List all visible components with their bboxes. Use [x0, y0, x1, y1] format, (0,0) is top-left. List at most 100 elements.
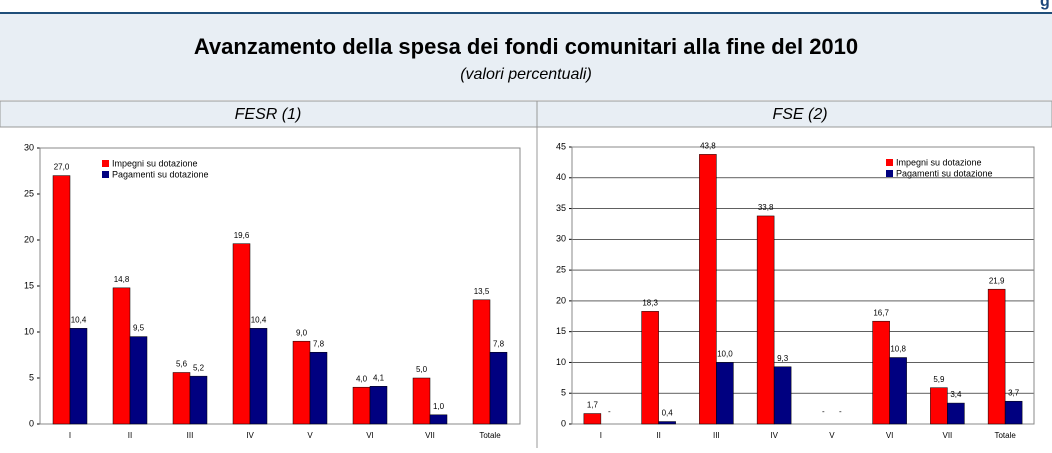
plot-frame — [571, 146, 1035, 425]
subtitle: (valori percentuali) — [460, 66, 592, 83]
bar — [232, 243, 251, 425]
bar — [369, 386, 388, 425]
bar — [292, 340, 311, 425]
y-tick-label: 20 — [24, 234, 34, 244]
data-label: 5,2 — [193, 363, 205, 372]
bar — [583, 413, 602, 425]
y-tick-label: 45 — [556, 141, 566, 151]
x-tick-label: Totale — [479, 431, 501, 440]
data-label: 3,4 — [950, 390, 962, 399]
data-label: 27,0 — [54, 163, 70, 172]
data-label: 14,8 — [114, 275, 130, 284]
panel-header-band — [0, 100, 1052, 128]
data-label: 4,0 — [356, 374, 368, 383]
data-label: 10,4 — [71, 315, 87, 324]
y-tick-label: 10 — [556, 357, 566, 367]
bar — [429, 414, 448, 425]
corner-text: g — [1040, 0, 1050, 10]
data-label: 7,8 — [313, 339, 325, 348]
bar — [658, 421, 676, 425]
bar — [352, 386, 371, 425]
data-label: - — [608, 407, 611, 416]
bar — [1004, 400, 1023, 425]
data-label: 10,0 — [717, 350, 733, 359]
panel-title: FSE (2) — [772, 106, 827, 123]
bar — [987, 288, 1006, 425]
y-tick-label: 40 — [556, 172, 566, 182]
y-tick-label: 15 — [556, 326, 566, 336]
legend-swatch — [102, 160, 109, 167]
x-tick-label: I — [69, 431, 71, 440]
data-label: 19,6 — [234, 231, 250, 240]
data-label: 10,8 — [890, 345, 906, 354]
data-label: 18,3 — [642, 298, 658, 307]
bar — [129, 336, 148, 425]
x-tick-label: IV — [246, 431, 254, 440]
data-label: 5,6 — [176, 360, 188, 369]
bar — [249, 328, 268, 425]
y-tick-label: 35 — [556, 203, 566, 213]
bar — [472, 299, 491, 425]
y-tick-label: 25 — [24, 188, 34, 198]
x-tick-label: VII — [942, 431, 952, 440]
bar — [947, 402, 965, 425]
data-label: 1,7 — [587, 401, 599, 410]
data-label: 10,4 — [251, 315, 267, 324]
bar — [189, 375, 208, 425]
x-tick-label: III — [713, 431, 720, 440]
main-title: Avanzamento della spesa dei fondi comuni… — [194, 34, 858, 59]
x-tick-label: II — [656, 431, 660, 440]
y-tick-label: 5 — [29, 372, 34, 382]
data-label: 1,0 — [433, 402, 445, 411]
x-tick-label: VI — [886, 431, 894, 440]
bar — [889, 357, 907, 425]
bar — [699, 154, 717, 425]
data-label: 5,9 — [933, 375, 945, 384]
bar — [641, 311, 659, 425]
data-label: - — [839, 407, 842, 416]
legend-label: Impegni su dotazione — [112, 158, 198, 168]
bar — [172, 372, 191, 425]
plot-frame — [39, 147, 521, 425]
bar — [112, 287, 131, 425]
x-tick-label: V — [829, 431, 835, 440]
x-tick-label: VII — [425, 431, 435, 440]
data-label: 3,7 — [1008, 388, 1020, 397]
data-label: 9,0 — [296, 328, 308, 337]
x-tick-label: II — [128, 431, 132, 440]
y-tick-label: 20 — [556, 295, 566, 305]
bar — [773, 366, 792, 425]
bar — [412, 377, 431, 425]
bar — [489, 351, 508, 425]
legend-label: Impegni su dotazione — [896, 157, 982, 167]
y-tick-label: 0 — [29, 418, 34, 428]
y-tick-label: 15 — [24, 280, 34, 290]
y-tick-label: 0 — [561, 418, 566, 428]
x-tick-label: I — [600, 431, 602, 440]
data-label: 9,5 — [133, 324, 145, 333]
y-tick-label: 30 — [556, 234, 566, 244]
data-label: 9,3 — [777, 354, 789, 363]
bar — [52, 175, 71, 425]
legend-label: Pagamenti su dotazione — [112, 169, 209, 179]
x-tick-label: IV — [770, 431, 778, 440]
legend-swatch — [886, 170, 893, 177]
x-tick-label: VI — [366, 431, 374, 440]
data-label: 43,8 — [700, 141, 716, 150]
x-tick-label: Totale — [994, 431, 1016, 440]
bar — [309, 351, 328, 425]
y-tick-label: 25 — [556, 264, 566, 274]
data-label: 0,4 — [662, 409, 674, 418]
bar — [716, 362, 734, 425]
bar — [69, 328, 88, 425]
header-band — [0, 14, 1052, 100]
data-label: 16,7 — [873, 308, 889, 317]
legend-swatch — [886, 159, 893, 166]
data-label: 21,9 — [989, 276, 1005, 285]
data-label: 5,0 — [416, 365, 428, 374]
x-tick-label: V — [307, 431, 313, 440]
panel-title: FESR (1) — [235, 106, 302, 123]
bar — [872, 320, 890, 425]
